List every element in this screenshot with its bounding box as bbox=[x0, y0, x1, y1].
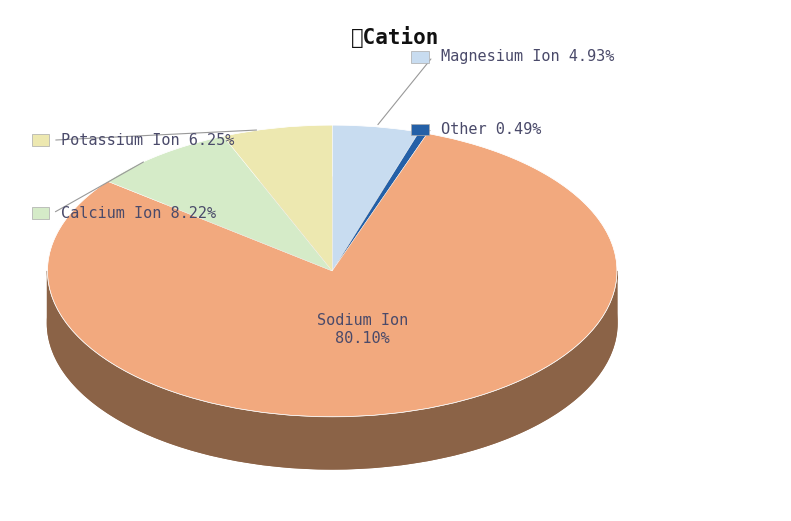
FancyBboxPatch shape bbox=[411, 51, 429, 63]
FancyBboxPatch shape bbox=[32, 207, 49, 219]
Ellipse shape bbox=[47, 177, 617, 469]
FancyBboxPatch shape bbox=[32, 134, 49, 146]
Polygon shape bbox=[47, 133, 617, 417]
FancyBboxPatch shape bbox=[411, 124, 429, 135]
Polygon shape bbox=[223, 125, 332, 271]
Polygon shape bbox=[332, 125, 419, 271]
Text: Potassium Ion 6.25%: Potassium Ion 6.25% bbox=[61, 133, 234, 147]
Text: Magnesium Ion 4.93%: Magnesium Ion 4.93% bbox=[441, 49, 614, 64]
Text: Calcium Ion 8.22%: Calcium Ion 8.22% bbox=[61, 206, 216, 220]
Ellipse shape bbox=[51, 204, 614, 452]
Polygon shape bbox=[47, 271, 617, 469]
Text: Other 0.49%: Other 0.49% bbox=[441, 122, 541, 137]
Polygon shape bbox=[332, 132, 427, 271]
Text: ①Cation: ①Cation bbox=[351, 26, 440, 48]
Text: Sodium Ion
80.10%: Sodium Ion 80.10% bbox=[317, 313, 408, 345]
Polygon shape bbox=[108, 136, 332, 271]
